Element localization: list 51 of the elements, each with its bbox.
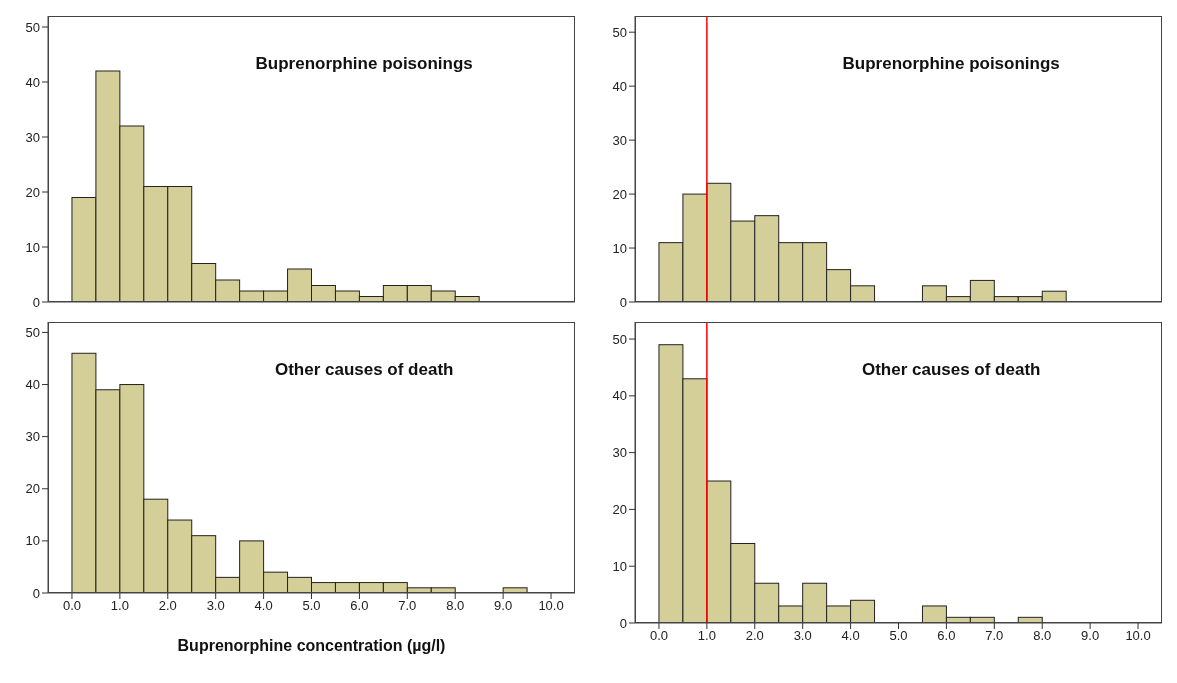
x-tick-label: 0.0 [649, 628, 668, 644]
x-tick-label: 9.0 [494, 598, 513, 614]
y-tick-label: 20 [25, 481, 40, 497]
x-axis-title: Buprenorphine concentration (µg/l) [177, 637, 446, 654]
x-tick-label: 3.0 [793, 628, 812, 644]
y-tick-label: 30 [25, 429, 40, 445]
y-tick-label: 10 [612, 558, 627, 574]
y-tick-label: 0 [619, 615, 627, 631]
y-tick-label: 20 [612, 186, 627, 202]
y-tick-label: 30 [612, 445, 627, 461]
x-tick-label: 8.0 [1033, 628, 1052, 644]
x-tick-label: 9.0 [1081, 628, 1100, 644]
x-tick-label: 6.0 [937, 628, 956, 644]
x-tick-label: 4.0 [254, 598, 273, 614]
x-tick-label: 5.0 [302, 598, 321, 614]
y-tick-label: 40 [25, 377, 40, 393]
x-tick-label: 0.0 [62, 598, 81, 614]
y-tick-label: 10 [25, 533, 40, 549]
y-tick-label: 30 [612, 132, 627, 148]
y-tick-label: 10 [612, 240, 627, 256]
y-tick-label: 40 [25, 74, 40, 90]
text: Buprenorphine poisonings [255, 54, 473, 74]
x-tick-label: 10.0 [1125, 628, 1151, 644]
x-tick-label: 3.0 [206, 598, 225, 614]
text: Other causes of death [861, 360, 1041, 380]
y-tick-label: 0 [32, 585, 40, 601]
x-tick-label: 7.0 [398, 598, 417, 614]
x-tick-label: 5.0 [889, 628, 908, 644]
y-tick-label: 50 [612, 331, 627, 347]
x-tick-label: 1.0 [110, 598, 129, 614]
y-tick-label: 50 [25, 325, 40, 341]
text: Buprenorphine poisonings [842, 54, 1060, 74]
y-tick-label: 30 [25, 129, 40, 145]
x-tick-label: 6.0 [350, 598, 369, 614]
y-tick-label: 50 [25, 19, 40, 35]
x-tick-label: 1.0 [697, 628, 716, 644]
y-tick-label: 20 [612, 502, 627, 518]
text: Other causes of death [274, 360, 454, 380]
y-tick-label: 40 [612, 388, 627, 404]
x-tick-label: 4.0 [841, 628, 860, 644]
x-tick-label: 8.0 [446, 598, 465, 614]
y-tick-label: 40 [612, 78, 627, 94]
x-tick-label: 2.0 [745, 628, 764, 644]
x-tick-label: 10.0 [538, 598, 564, 614]
y-tick-label: 0 [619, 294, 627, 310]
y-tick-label: 20 [25, 184, 40, 200]
y-tick-label: 0 [32, 294, 40, 310]
y-tick-label: 50 [612, 24, 627, 40]
x-tick-label: 2.0 [158, 598, 177, 614]
y-tick-label: 10 [25, 239, 40, 255]
x-tick-label: 7.0 [985, 628, 1004, 644]
